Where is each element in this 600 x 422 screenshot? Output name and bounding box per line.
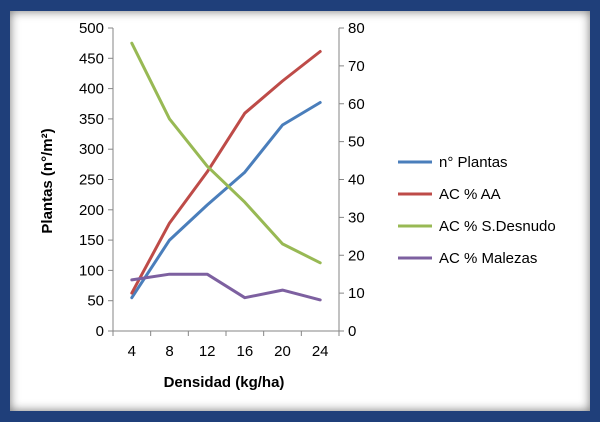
chart-panel: 0 50 100 150 200 250 300 350 400 450 500 0 10 20 30 40 5… bbox=[10, 11, 590, 411]
legend-label-ac-s-desnudo: AC % S.Desnudo bbox=[439, 218, 556, 235]
y-right-tick-label: 30 bbox=[348, 209, 365, 226]
y-right-tick-label: 40 bbox=[348, 172, 365, 189]
series-line-ac-aa bbox=[130, 50, 322, 295]
x-tick-label: 8 bbox=[165, 343, 173, 360]
x-tick-label: 20 bbox=[274, 343, 291, 360]
legend: n° Plantas AC % AA AC % S.Desnudo AC % Male… bbox=[398, 154, 556, 267]
y-left-tick-label: 250 bbox=[79, 172, 104, 189]
y-axis-title: Plantas (n°/m²) bbox=[39, 128, 56, 233]
series-line-ac-malezas bbox=[130, 272, 322, 302]
y-right-tick-label: 10 bbox=[348, 285, 365, 302]
y-left-tick-label: 50 bbox=[87, 293, 104, 310]
x-tick-label: 12 bbox=[199, 343, 216, 360]
series-line-ac-s-desnudo bbox=[130, 41, 322, 265]
y-right-tick-label: 20 bbox=[348, 247, 365, 264]
legend-label-ac-aa: AC % AA bbox=[439, 186, 501, 203]
y-right-tick-label: 50 bbox=[348, 134, 365, 151]
y-right-tick-label: 80 bbox=[348, 20, 365, 37]
series-line-n-plantas bbox=[130, 101, 322, 300]
axes: 0 50 100 150 200 250 300 350 400 450 500 0 10 20 30 40 5… bbox=[79, 20, 365, 360]
legend-label-n-plantas: n° Plantas bbox=[439, 154, 508, 171]
y-left-tick-label: 300 bbox=[79, 141, 104, 158]
x-tick-label: 16 bbox=[236, 343, 253, 360]
legend-label-ac-malezas: AC % Malezas bbox=[439, 250, 537, 267]
y-left-tick-label: 500 bbox=[79, 20, 104, 37]
y-left-tick-label: 200 bbox=[79, 202, 104, 219]
x-axis-title: Densidad (kg/ha) bbox=[164, 374, 285, 391]
line-chart: 0 50 100 150 200 250 300 350 400 450 500 0 10 20 30 40 5… bbox=[39, 20, 556, 391]
series-lines bbox=[130, 41, 322, 302]
y-left-tick-label: 350 bbox=[79, 111, 104, 128]
x-tick-label: 4 bbox=[128, 343, 136, 360]
y-left-tick-label: 150 bbox=[79, 232, 104, 249]
y-left-tick-label: 400 bbox=[79, 81, 104, 98]
y-left-tick-label: 100 bbox=[79, 262, 104, 279]
y-left-tick-label: 450 bbox=[79, 50, 104, 67]
y-right-tick-label: 60 bbox=[348, 96, 365, 113]
x-tick-label: 24 bbox=[312, 343, 329, 360]
y-left-tick-label: 0 bbox=[96, 323, 104, 340]
y-right-tick-label: 0 bbox=[348, 323, 356, 340]
y-right-tick-label: 70 bbox=[348, 58, 365, 75]
